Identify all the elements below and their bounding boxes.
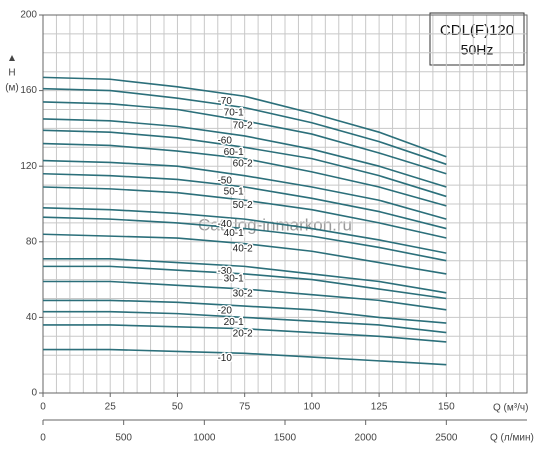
curve-label: -30 <box>217 266 232 277</box>
x-tick-label: 150 <box>438 402 455 413</box>
pump-curve <box>42 76 447 158</box>
curve-label: 70-2 <box>233 120 253 131</box>
curve-label: 30-2 <box>233 289 253 300</box>
x-tick-label: 50 <box>172 402 184 413</box>
curve-label: 40-1 <box>224 228 244 239</box>
pump-curve <box>43 310 447 334</box>
x2-tick-label: 1500 <box>274 433 297 444</box>
curve-label: -40 <box>217 219 232 230</box>
pump-curve <box>42 206 447 254</box>
x2-tick-label: 0 <box>40 433 46 444</box>
x2-tick-label: 2500 <box>435 433 458 444</box>
x2-tick-label: 2000 <box>355 433 378 444</box>
pump-curve <box>43 265 447 300</box>
pump-curve <box>42 118 447 188</box>
pump-curve <box>43 280 447 311</box>
x-tick-label: 75 <box>239 402 251 413</box>
pump-curve <box>42 233 447 275</box>
curve-label: 40-2 <box>233 243 253 254</box>
chart-subtitle: 50Hz <box>461 42 494 58</box>
y-arrow <box>9 55 15 61</box>
pump-curve <box>42 216 447 262</box>
plot-frame <box>42 14 528 394</box>
x-tick-label: 100 <box>304 402 321 413</box>
y-axis-unit: (м) <box>5 83 19 94</box>
pump-curve <box>42 159 447 220</box>
pump-curve <box>42 87 447 166</box>
watermark: Catalog-inmarkon.ru <box>198 215 352 234</box>
curve-label: -20 <box>217 306 232 317</box>
pump-curve <box>43 348 447 366</box>
x-tick-label: 125 <box>371 402 388 413</box>
curve-label: 30-1 <box>224 274 244 285</box>
curve-label: -60 <box>217 136 232 147</box>
pump-curve <box>43 258 447 294</box>
pump-curve <box>42 172 447 230</box>
x-tick-label: 0 <box>40 402 46 413</box>
y-tick-label: 120 <box>20 161 37 172</box>
pump-curve <box>42 129 447 198</box>
chart-title: CDL(F)120 <box>440 22 514 39</box>
curve-label: 60-1 <box>224 147 244 158</box>
y-tick-label: 0 <box>31 388 37 399</box>
curve-label: 50-2 <box>233 200 253 211</box>
curve-label: 60-2 <box>233 158 253 169</box>
curve-label: -70 <box>217 96 232 107</box>
x2-tick-label: 1000 <box>193 433 216 444</box>
curve-label: 70-1 <box>224 107 244 118</box>
curve-label: 50-1 <box>224 187 244 198</box>
x2-axis-label: Q (л/мин) <box>490 433 534 444</box>
pump-curve <box>42 186 447 239</box>
pump-curve <box>43 324 447 343</box>
x2-tick-label: 500 <box>115 433 132 444</box>
pump-curve <box>42 101 447 175</box>
y-axis-label: H <box>8 68 15 79</box>
y-tick-label: 160 <box>20 85 37 96</box>
pump-curve <box>43 299 447 324</box>
curve-label: -50 <box>217 175 232 186</box>
curve-label: 20-1 <box>224 317 244 328</box>
y-tick-label: 40 <box>26 312 38 323</box>
curve-label: 20-2 <box>233 328 253 339</box>
pump-curve <box>42 142 447 207</box>
title-box <box>429 12 525 66</box>
y-tick-label: 200 <box>20 10 37 21</box>
curve-label: -10 <box>217 353 232 364</box>
y-tick-label: 80 <box>26 236 38 247</box>
x-tick-label: 25 <box>105 402 117 413</box>
x-axis-label: Q (м³/ч) <box>493 403 528 414</box>
